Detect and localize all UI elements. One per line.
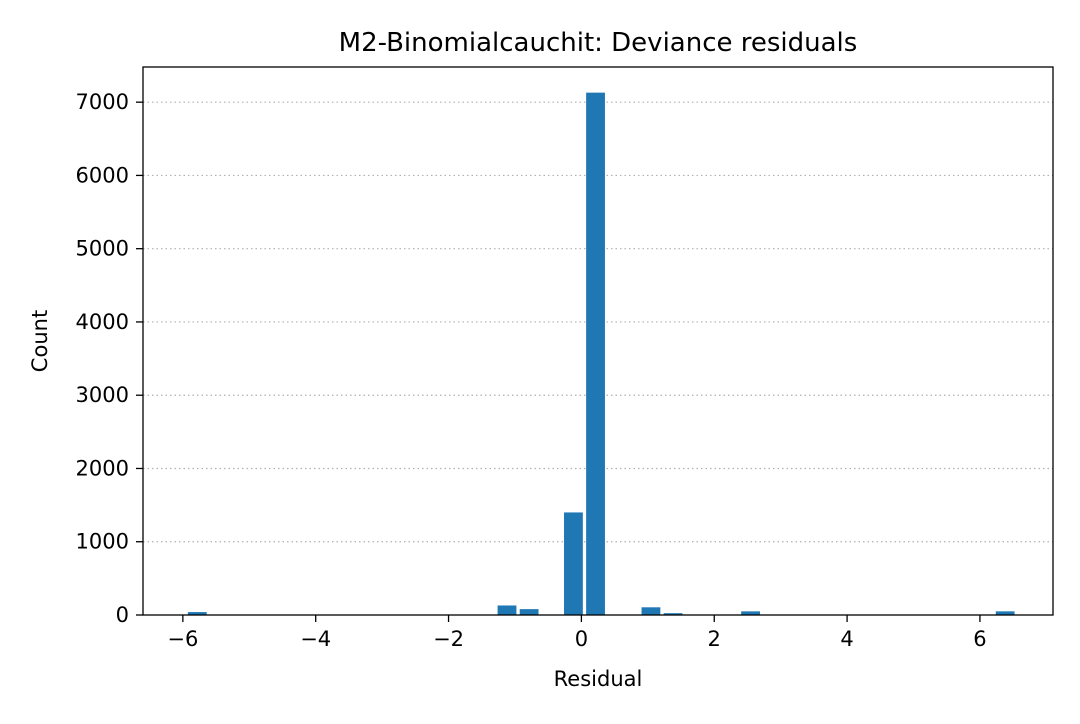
x-tick-label-0: −6 <box>167 627 198 651</box>
y-tick-label-4: 4000 <box>76 310 129 334</box>
y-tick-label-2: 2000 <box>76 456 129 480</box>
bars <box>187 92 1015 615</box>
y-tick-label-0: 0 <box>116 603 129 627</box>
y-tick-label-6: 6000 <box>76 163 129 187</box>
ticks: −6 −4 −2 0 2 4 6 0 1000 2000 3000 4000 5000 6000 7000 <box>76 90 987 651</box>
y-tick-label-7: 7000 <box>76 90 129 114</box>
y-tick-label-3: 3000 <box>76 383 129 407</box>
x-tick-label-5: 4 <box>840 627 853 651</box>
histogram-bar-2 <box>519 609 539 615</box>
histogram-bar-0 <box>187 612 207 615</box>
histogram-bar-4 <box>586 92 605 615</box>
y-tick-label-5: 5000 <box>76 237 129 261</box>
y-tick-label-1: 1000 <box>76 530 129 554</box>
x-tick-label-2: −2 <box>433 627 464 651</box>
y-axis-label: Count <box>28 310 52 372</box>
histogram-bar-6 <box>663 613 683 615</box>
histogram-bar-3 <box>564 512 583 615</box>
plot-frame <box>142 66 1054 616</box>
histogram-bar-8 <box>995 611 1015 615</box>
x-axis-label: Residual <box>554 667 643 691</box>
x-tick-label-6: 6 <box>973 627 986 651</box>
x-tick-label-4: 2 <box>708 627 721 651</box>
histogram-bar-5 <box>641 607 661 615</box>
x-tick-label-3: 0 <box>575 627 588 651</box>
histogram-bar-7 <box>741 611 760 615</box>
histogram-bar-1 <box>497 605 517 615</box>
x-tick-label-1: −4 <box>300 627 331 651</box>
chart-title: M2-Binomialcauchit: Deviance residuals <box>339 28 858 58</box>
